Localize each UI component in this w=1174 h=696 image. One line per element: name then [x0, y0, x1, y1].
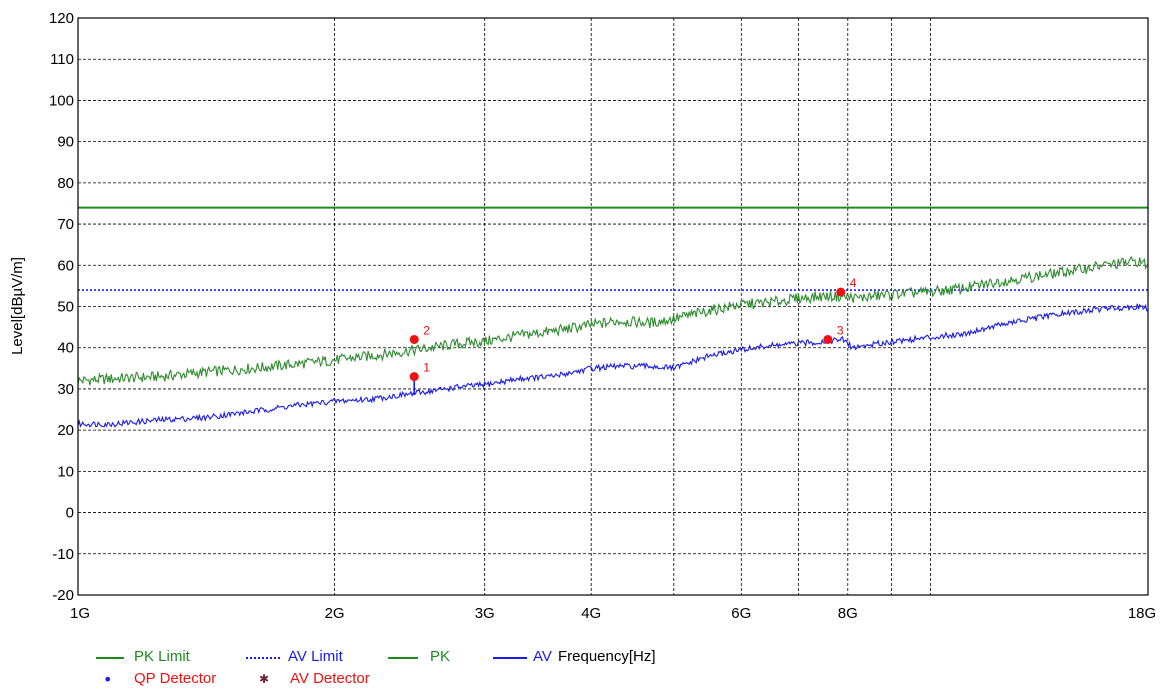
- marker-point: [836, 287, 846, 297]
- y-tick-label: 60: [57, 257, 74, 274]
- limit-lines: [78, 206, 1148, 291]
- y-tick-label: 50: [57, 299, 74, 316]
- y-tick-label: 100: [49, 92, 74, 109]
- marker-label: 4: [850, 276, 857, 290]
- marker-point: [823, 334, 833, 344]
- marker-label: 2: [423, 323, 430, 337]
- y-tick-label: 40: [57, 340, 74, 357]
- x-tick-label: 3G: [475, 605, 495, 622]
- y-tick-label: 0: [66, 505, 74, 522]
- marker-points: 1 2 3 4: [409, 276, 857, 382]
- x-tick-label: 4G: [581, 605, 601, 622]
- x-tick-label: 8G: [838, 605, 858, 622]
- x-tick-label: 6G: [731, 605, 751, 622]
- x-tick-label: 1G: [70, 605, 90, 622]
- grid-lines: [78, 18, 1148, 595]
- marker-label: 1: [423, 361, 430, 375]
- plot-frame: [77, 17, 1149, 596]
- y-tick-label: 110: [50, 51, 74, 68]
- y-tick-label: -20: [52, 587, 74, 604]
- y-tick-label: 20: [57, 422, 74, 439]
- x-tick-labels: 1G 2G 3G 4G 6G 8G 18G: [70, 605, 1156, 622]
- y-tick-label: 80: [57, 175, 74, 192]
- y-tick-label: 120: [49, 10, 74, 27]
- y-tick-label: 70: [57, 216, 74, 233]
- marker-point: [409, 334, 419, 344]
- marker-point: [409, 372, 419, 382]
- y-tick-label: 30: [57, 381, 74, 398]
- series-line-av: [77, 303, 1149, 428]
- x-tick-label: 18G: [1128, 605, 1156, 622]
- y-tick-label: 90: [57, 134, 74, 151]
- y-axis-label: Level[dBµV/m]: [9, 257, 26, 355]
- y-tick-label: -10: [52, 546, 74, 563]
- x-tick-label: 2G: [325, 605, 345, 622]
- marker-label: 3: [837, 323, 844, 337]
- y-tick-label: 10: [57, 463, 74, 480]
- series-line-pk: [77, 255, 1149, 386]
